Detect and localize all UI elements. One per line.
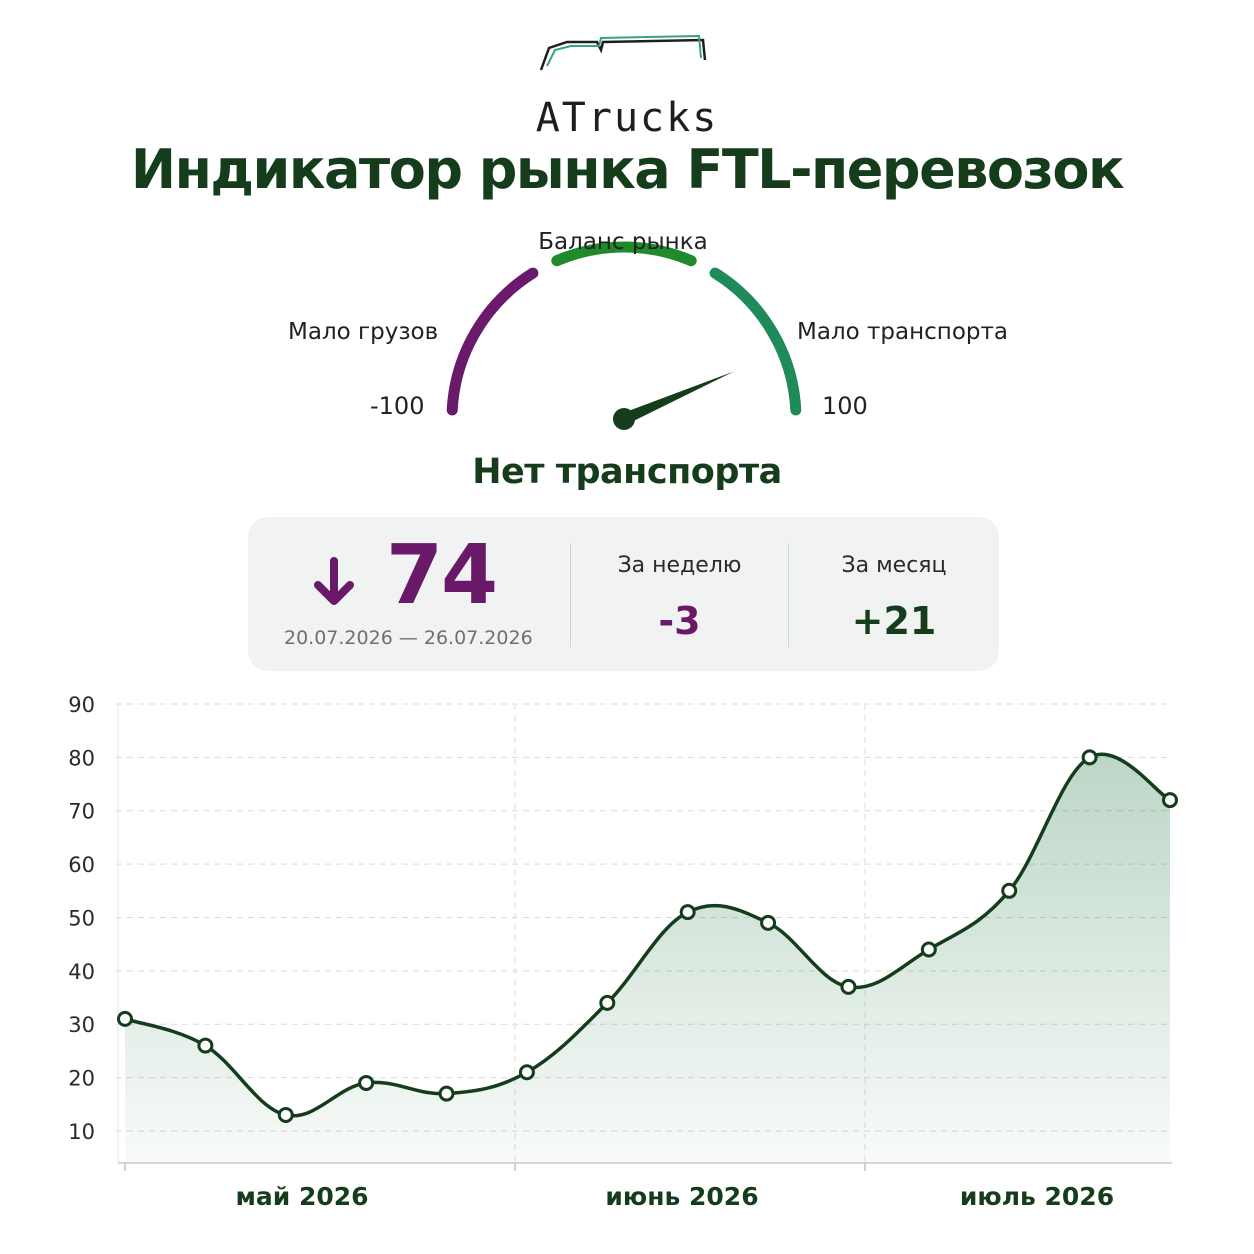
gauge-max-label: 100 — [822, 392, 868, 420]
logo-text: ATrucks — [535, 95, 719, 141]
index-value: 74 — [386, 528, 498, 623]
series-line — [124, 752, 1171, 1118]
month-change: +21 — [851, 599, 937, 643]
market-status: Нет транспорта — [472, 452, 782, 492]
market-gauge — [446, 241, 802, 430]
gauge-arc-mid — [551, 241, 697, 267]
data-point — [438, 1085, 455, 1102]
gauge-needle — [621, 371, 735, 425]
data-point — [1081, 749, 1098, 766]
data-point — [518, 1064, 535, 1081]
y-tick-label: 90 — [68, 693, 95, 717]
gauge-right-label: Мало транспорта — [797, 319, 1008, 345]
data-point — [1162, 792, 1178, 809]
y-tick-label: 70 — [68, 800, 95, 824]
period-range: 20.07.2026 — 26.07.2026 — [284, 627, 533, 649]
x-axis-ticks: май 2026 июнь 2026 июль 2026 — [235, 1182, 1114, 1211]
week-change: -3 — [658, 599, 701, 643]
y-tick-label: 80 — [68, 746, 95, 770]
series-area — [125, 754, 1170, 1163]
month-label: За месяц — [841, 553, 947, 578]
gauge-needle-hub — [613, 408, 635, 430]
x-tick-label: июнь 2026 — [605, 1182, 758, 1211]
y-tick-label: 10 — [68, 1120, 95, 1144]
y-axis-ticks: 10 20 30 40 50 60 70 80 90 — [68, 693, 95, 1144]
divider — [570, 543, 571, 647]
gauge-arc-low — [446, 267, 539, 416]
y-tick-label: 20 — [68, 1067, 95, 1091]
data-point — [1001, 882, 1018, 899]
gauge-min-label: -100 — [370, 392, 425, 420]
data-point — [679, 904, 696, 921]
divider — [788, 543, 789, 647]
data-point — [277, 1106, 294, 1123]
page-title: Индикатор рынка FTL-перевозок — [130, 138, 1125, 201]
logo: ATrucks — [527, 30, 727, 138]
data-point — [840, 978, 857, 995]
gauge-left-label: Мало грузов — [288, 319, 439, 345]
y-tick-label: 40 — [68, 960, 95, 984]
data-point — [599, 994, 616, 1011]
x-tick-label: май 2026 — [235, 1182, 368, 1211]
data-point — [760, 914, 777, 931]
chart-grid — [116, 703, 1172, 1171]
data-point — [920, 941, 937, 958]
gauge-top-label: Баланс рынка — [538, 229, 708, 255]
series-points — [117, 749, 1178, 1123]
y-tick-label: 60 — [68, 853, 95, 877]
data-point — [358, 1074, 375, 1091]
truck-logo-icon — [539, 34, 707, 71]
x-tick-label: июль 2026 — [960, 1182, 1114, 1211]
week-label: За неделю — [617, 553, 742, 578]
y-tick-label: 50 — [68, 906, 95, 930]
summary-card: 74 20.07.2026 — 26.07.2026 За неделю -3 … — [248, 517, 999, 671]
data-point — [117, 1010, 133, 1027]
data-point — [197, 1037, 214, 1054]
arrow-down-icon — [314, 557, 354, 605]
gauge-arc-high — [709, 267, 802, 416]
y-tick-label: 30 — [68, 1013, 95, 1037]
